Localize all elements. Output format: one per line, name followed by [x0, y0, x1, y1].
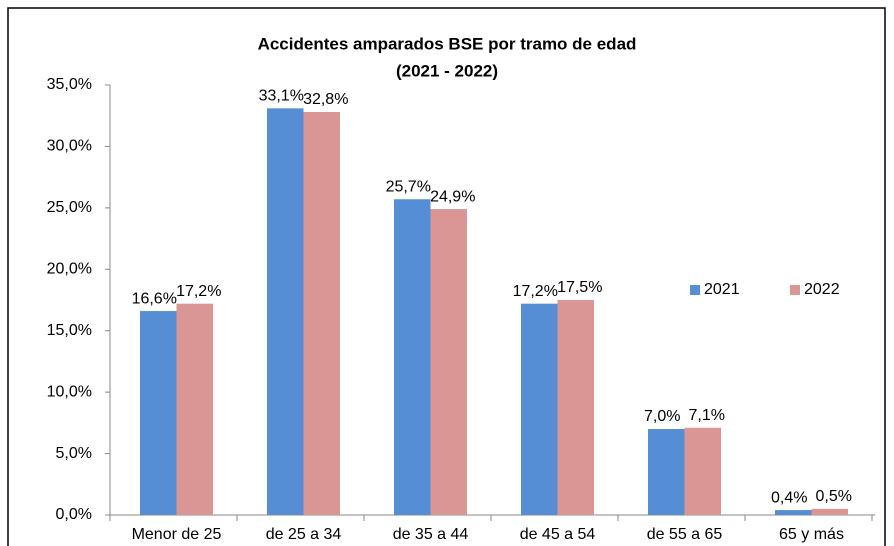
bar	[394, 199, 431, 515]
value-label: 24,9%	[430, 188, 475, 205]
value-label: 7,1%	[689, 407, 725, 424]
y-tick-label: 30,0%	[47, 138, 92, 155]
y-tick-label: 10,0%	[47, 383, 92, 400]
value-label: 0,5%	[816, 488, 852, 505]
value-label: 25,7%	[386, 178, 431, 195]
value-label: 17,2%	[513, 283, 558, 300]
chart-title: Accidentes amparados BSE por tramo de ed…	[258, 34, 637, 53]
y-tick-label: 25,0%	[47, 199, 92, 216]
bar	[140, 311, 177, 515]
y-tick-label: 0,0%	[56, 506, 92, 523]
x-tick-label: de 45 a 54	[520, 526, 596, 543]
bar	[521, 303, 558, 515]
legend-swatch	[690, 285, 700, 295]
bar	[267, 108, 304, 515]
chart-subtitle: (2021 - 2022)	[396, 61, 498, 80]
value-label: 16,6%	[132, 290, 177, 307]
bar	[684, 427, 721, 515]
x-tick-label: de 25 a 34	[266, 526, 342, 543]
legend-label: 2021	[704, 281, 740, 298]
legend-label: 2022	[804, 281, 840, 298]
x-tick-label: Menor de 25	[132, 526, 222, 543]
value-label: 33,1%	[259, 88, 304, 105]
y-tick-label: 20,0%	[47, 261, 92, 278]
bar	[303, 112, 340, 516]
legend-swatch	[790, 285, 800, 295]
bar	[775, 510, 812, 515]
value-label: 7,0%	[644, 408, 680, 425]
x-tick-label: de 35 a 44	[393, 526, 469, 543]
bar	[557, 300, 594, 515]
bar	[811, 508, 848, 515]
bar	[648, 429, 685, 515]
bar	[430, 209, 467, 516]
y-tick-label: 15,0%	[47, 322, 92, 339]
value-label: 17,2%	[176, 283, 221, 300]
value-label: 17,5%	[557, 279, 602, 296]
y-tick-label: 35,0%	[47, 76, 92, 93]
bar	[176, 303, 213, 515]
y-tick-label: 5,0%	[56, 445, 92, 462]
value-label: 0,4%	[771, 489, 807, 506]
x-tick-label: de 55 a 65	[647, 526, 723, 543]
value-label: 32,8%	[303, 91, 348, 108]
x-tick-label: 65 y más	[779, 526, 844, 543]
